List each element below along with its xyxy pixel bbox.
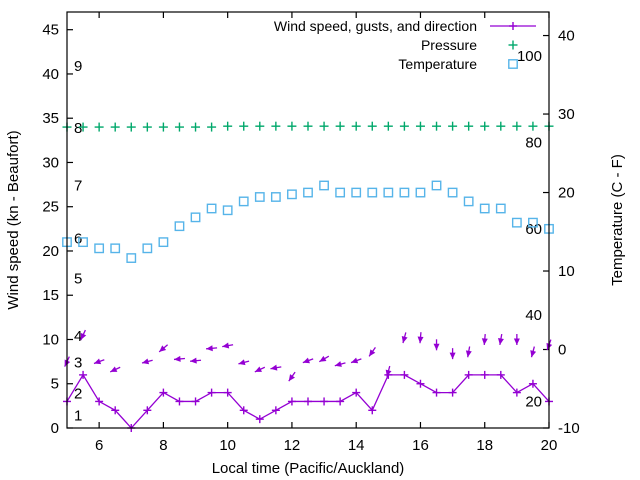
wind-direction-arrow bbox=[173, 355, 186, 362]
beaufort-label: 2 bbox=[74, 386, 82, 403]
beaufort-label: 8 bbox=[74, 120, 82, 137]
y-tick-label: 45 bbox=[42, 22, 59, 39]
fahrenheit-label: 100 bbox=[517, 48, 542, 65]
plot-frame bbox=[66, 11, 550, 429]
x-tick-label: 14 bbox=[348, 437, 365, 454]
x-tick-label: 8 bbox=[159, 437, 167, 454]
legend-label: Wind speed, gusts, and direction bbox=[274, 18, 477, 34]
y-tick-label: 30 bbox=[42, 154, 59, 171]
wind-direction-arrow bbox=[417, 332, 424, 344]
x-tick-label: 18 bbox=[476, 437, 493, 454]
x-tick-label: 10 bbox=[219, 437, 236, 454]
y-tick-label: 35 bbox=[42, 110, 59, 127]
beaufort-label: 3 bbox=[74, 355, 82, 372]
y2-tick-label: -10 bbox=[558, 420, 580, 437]
y-tick-label: 25 bbox=[42, 199, 59, 216]
beaufort-label: 9 bbox=[74, 58, 82, 75]
legend-entry[interactable]: Temperature bbox=[398, 56, 518, 72]
right-axis-ticks: -10 0 10 20 30 40 bbox=[543, 28, 580, 437]
y-axis-title: Wind speed (kn - Beaufort) bbox=[5, 130, 22, 309]
x-tick-label: 16 bbox=[412, 437, 429, 454]
wind-direction-arrow bbox=[350, 357, 362, 364]
y-tick-label: 5 bbox=[51, 376, 59, 393]
wind-direction-arrow bbox=[222, 342, 234, 349]
wind-direction-arrow bbox=[80, 329, 87, 341]
wind-direction-arrow bbox=[141, 358, 153, 365]
wind-direction-arrow bbox=[433, 339, 440, 351]
wind-direction-arrow bbox=[302, 357, 314, 364]
wind-direction-arrow bbox=[206, 345, 218, 352]
wind-direction-arrow bbox=[530, 346, 537, 358]
x-tick-label: 12 bbox=[284, 437, 301, 454]
wind-direction-arrow bbox=[288, 371, 296, 382]
fahrenheit-label: 80 bbox=[525, 135, 542, 152]
x-axis-ticks: 6 8 10 12 14 16 18 20 bbox=[95, 422, 557, 454]
y-tick-label: 40 bbox=[42, 66, 59, 83]
wind-direction-arrow bbox=[158, 344, 169, 353]
beaufort-label: 7 bbox=[74, 178, 82, 195]
legend-entry[interactable]: Wind speed, gusts, and direction bbox=[274, 18, 536, 34]
x-tick-label: 20 bbox=[541, 437, 558, 454]
y-tick-label: 0 bbox=[51, 420, 59, 437]
wind-direction-arrow bbox=[254, 366, 266, 373]
wind-direction-arrow bbox=[270, 364, 282, 371]
y2-tick-label: 30 bbox=[558, 106, 575, 123]
y2-tick-label: 10 bbox=[558, 263, 575, 280]
wind-direction-arrow bbox=[238, 359, 250, 366]
beaufort-label: 5 bbox=[74, 271, 82, 288]
legend-entry[interactable]: Pressure bbox=[421, 37, 518, 53]
wind-direction-arrow bbox=[368, 347, 376, 357]
y2-tick-label: 0 bbox=[558, 342, 566, 359]
legend-label: Temperature bbox=[398, 56, 477, 72]
wind-direction-arrow bbox=[449, 348, 456, 360]
wind-direction-arrow bbox=[498, 333, 504, 346]
wind-direction-arrow bbox=[334, 361, 346, 367]
wind-direction-arrows bbox=[64, 329, 553, 382]
y2-tick-label: 20 bbox=[558, 185, 575, 202]
legend-label: Pressure bbox=[421, 37, 477, 53]
x-tick-label: 6 bbox=[95, 437, 103, 454]
wind-direction-arrow bbox=[189, 357, 202, 364]
fahrenheit-label: 60 bbox=[525, 221, 542, 238]
wind-direction-arrow bbox=[481, 333, 488, 346]
x-axis-title: Local time (Pacific/Auckland) bbox=[212, 460, 405, 477]
wind-direction-arrow bbox=[401, 332, 408, 344]
wind-direction-arrow bbox=[93, 358, 105, 365]
wind-direction-arrow bbox=[109, 366, 121, 373]
y-tick-label: 10 bbox=[42, 331, 59, 348]
wind-direction-arrow bbox=[465, 346, 472, 358]
chart-legend: Wind speed, gusts, and direction Pressure… bbox=[274, 18, 536, 72]
beaufort-label: 1 bbox=[74, 408, 82, 425]
y2-axis-title: Temperature (C - F) bbox=[609, 154, 626, 286]
y2-tick-label: 40 bbox=[558, 28, 575, 45]
fahrenheit-label: 40 bbox=[525, 307, 542, 324]
wind-direction-arrow bbox=[513, 333, 520, 345]
wind-direction-arrow bbox=[318, 355, 330, 363]
y-tick-label: 15 bbox=[42, 287, 59, 304]
series-square bbox=[62, 180, 554, 263]
fahrenheit-label: 20 bbox=[525, 394, 542, 411]
beaufort-label: 4 bbox=[74, 328, 82, 345]
wind-direction-arrow bbox=[385, 365, 392, 377]
left-axis-ticks: 0 5 10 15 20 25 30 35 40 45 bbox=[42, 22, 73, 437]
y-tick-label: 20 bbox=[42, 243, 59, 260]
